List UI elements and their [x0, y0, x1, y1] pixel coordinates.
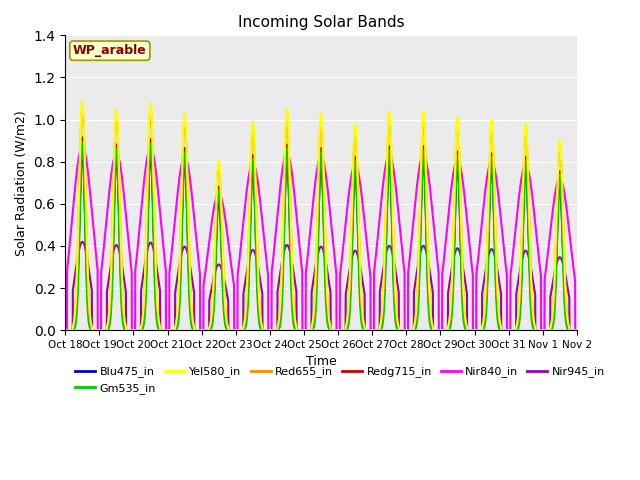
- Blu475_in: [573, 327, 580, 333]
- Line: Nir945_in: Nir945_in: [65, 242, 577, 330]
- Nir945_in: [61, 327, 69, 333]
- Nir945_in: [166, 327, 173, 333]
- Nir945_in: [392, 267, 399, 273]
- Yel580_in: [392, 290, 399, 296]
- Legend: Blu475_in, Gm535_in, Yel580_in, Red655_in, Redg715_in, Nir840_in, Nir945_in: Blu475_in, Gm535_in, Yel580_in, Red655_i…: [71, 362, 609, 398]
- Gm535_in: [79, 139, 86, 145]
- Nir840_in: [171, 218, 179, 224]
- Line: Blu475_in: Blu475_in: [65, 151, 577, 330]
- Yel580_in: [464, 327, 472, 333]
- Redg715_in: [79, 134, 86, 140]
- Blu475_in: [166, 327, 173, 333]
- Nir840_in: [166, 270, 173, 276]
- Nir945_in: [573, 327, 580, 333]
- Nir945_in: [572, 327, 579, 333]
- Redg715_in: [573, 327, 580, 333]
- Gm535_in: [573, 327, 580, 333]
- Nir840_in: [464, 228, 472, 233]
- Red655_in: [171, 327, 179, 333]
- Red655_in: [61, 327, 69, 333]
- Nir840_in: [573, 327, 580, 333]
- Gm535_in: [572, 327, 579, 333]
- Red655_in: [392, 291, 399, 297]
- Text: WP_arable: WP_arable: [73, 44, 147, 57]
- Red655_in: [573, 327, 580, 333]
- Red655_in: [253, 232, 260, 238]
- Nir945_in: [79, 239, 86, 245]
- Yel580_in: [166, 327, 173, 333]
- Gm535_in: [61, 327, 69, 333]
- Line: Nir840_in: Nir840_in: [65, 146, 577, 330]
- Gm535_in: [171, 327, 179, 333]
- Nir840_in: [79, 144, 86, 149]
- Yel580_in: [572, 327, 579, 333]
- Redg715_in: [61, 327, 69, 333]
- Nir945_in: [464, 327, 472, 333]
- Yel580_in: [573, 327, 580, 333]
- Gm535_in: [392, 317, 399, 323]
- Redg715_in: [253, 259, 260, 265]
- Gm535_in: [464, 327, 472, 333]
- Yel580_in: [79, 98, 86, 104]
- Blu475_in: [61, 327, 69, 333]
- Red655_in: [166, 327, 173, 333]
- Redg715_in: [171, 327, 179, 333]
- Nir840_in: [253, 173, 260, 179]
- Blu475_in: [392, 309, 399, 314]
- Nir840_in: [392, 181, 399, 187]
- Blu475_in: [253, 264, 260, 270]
- Blu475_in: [464, 327, 472, 333]
- Nir945_in: [253, 258, 260, 264]
- Yel580_in: [61, 327, 69, 333]
- Nir945_in: [171, 327, 179, 333]
- Gm535_in: [253, 276, 260, 282]
- Nir840_in: [572, 277, 579, 283]
- Blu475_in: [79, 148, 86, 154]
- Redg715_in: [166, 327, 173, 333]
- Red655_in: [572, 327, 579, 333]
- Title: Incoming Solar Bands: Incoming Solar Bands: [237, 15, 404, 30]
- Blu475_in: [572, 327, 579, 333]
- X-axis label: Time: Time: [306, 355, 337, 369]
- Line: Yel580_in: Yel580_in: [65, 101, 577, 330]
- Line: Gm535_in: Gm535_in: [65, 142, 577, 330]
- Yel580_in: [171, 327, 179, 333]
- Nir840_in: [61, 327, 69, 333]
- Y-axis label: Solar Radiation (W/m2): Solar Radiation (W/m2): [15, 110, 28, 256]
- Redg715_in: [464, 327, 472, 333]
- Line: Red655_in: Red655_in: [65, 108, 577, 330]
- Red655_in: [79, 105, 86, 110]
- Blu475_in: [171, 327, 179, 333]
- Red655_in: [464, 327, 472, 333]
- Yel580_in: [253, 229, 260, 235]
- Line: Redg715_in: Redg715_in: [65, 137, 577, 330]
- Redg715_in: [392, 307, 399, 313]
- Redg715_in: [572, 327, 579, 333]
- Gm535_in: [166, 327, 173, 333]
